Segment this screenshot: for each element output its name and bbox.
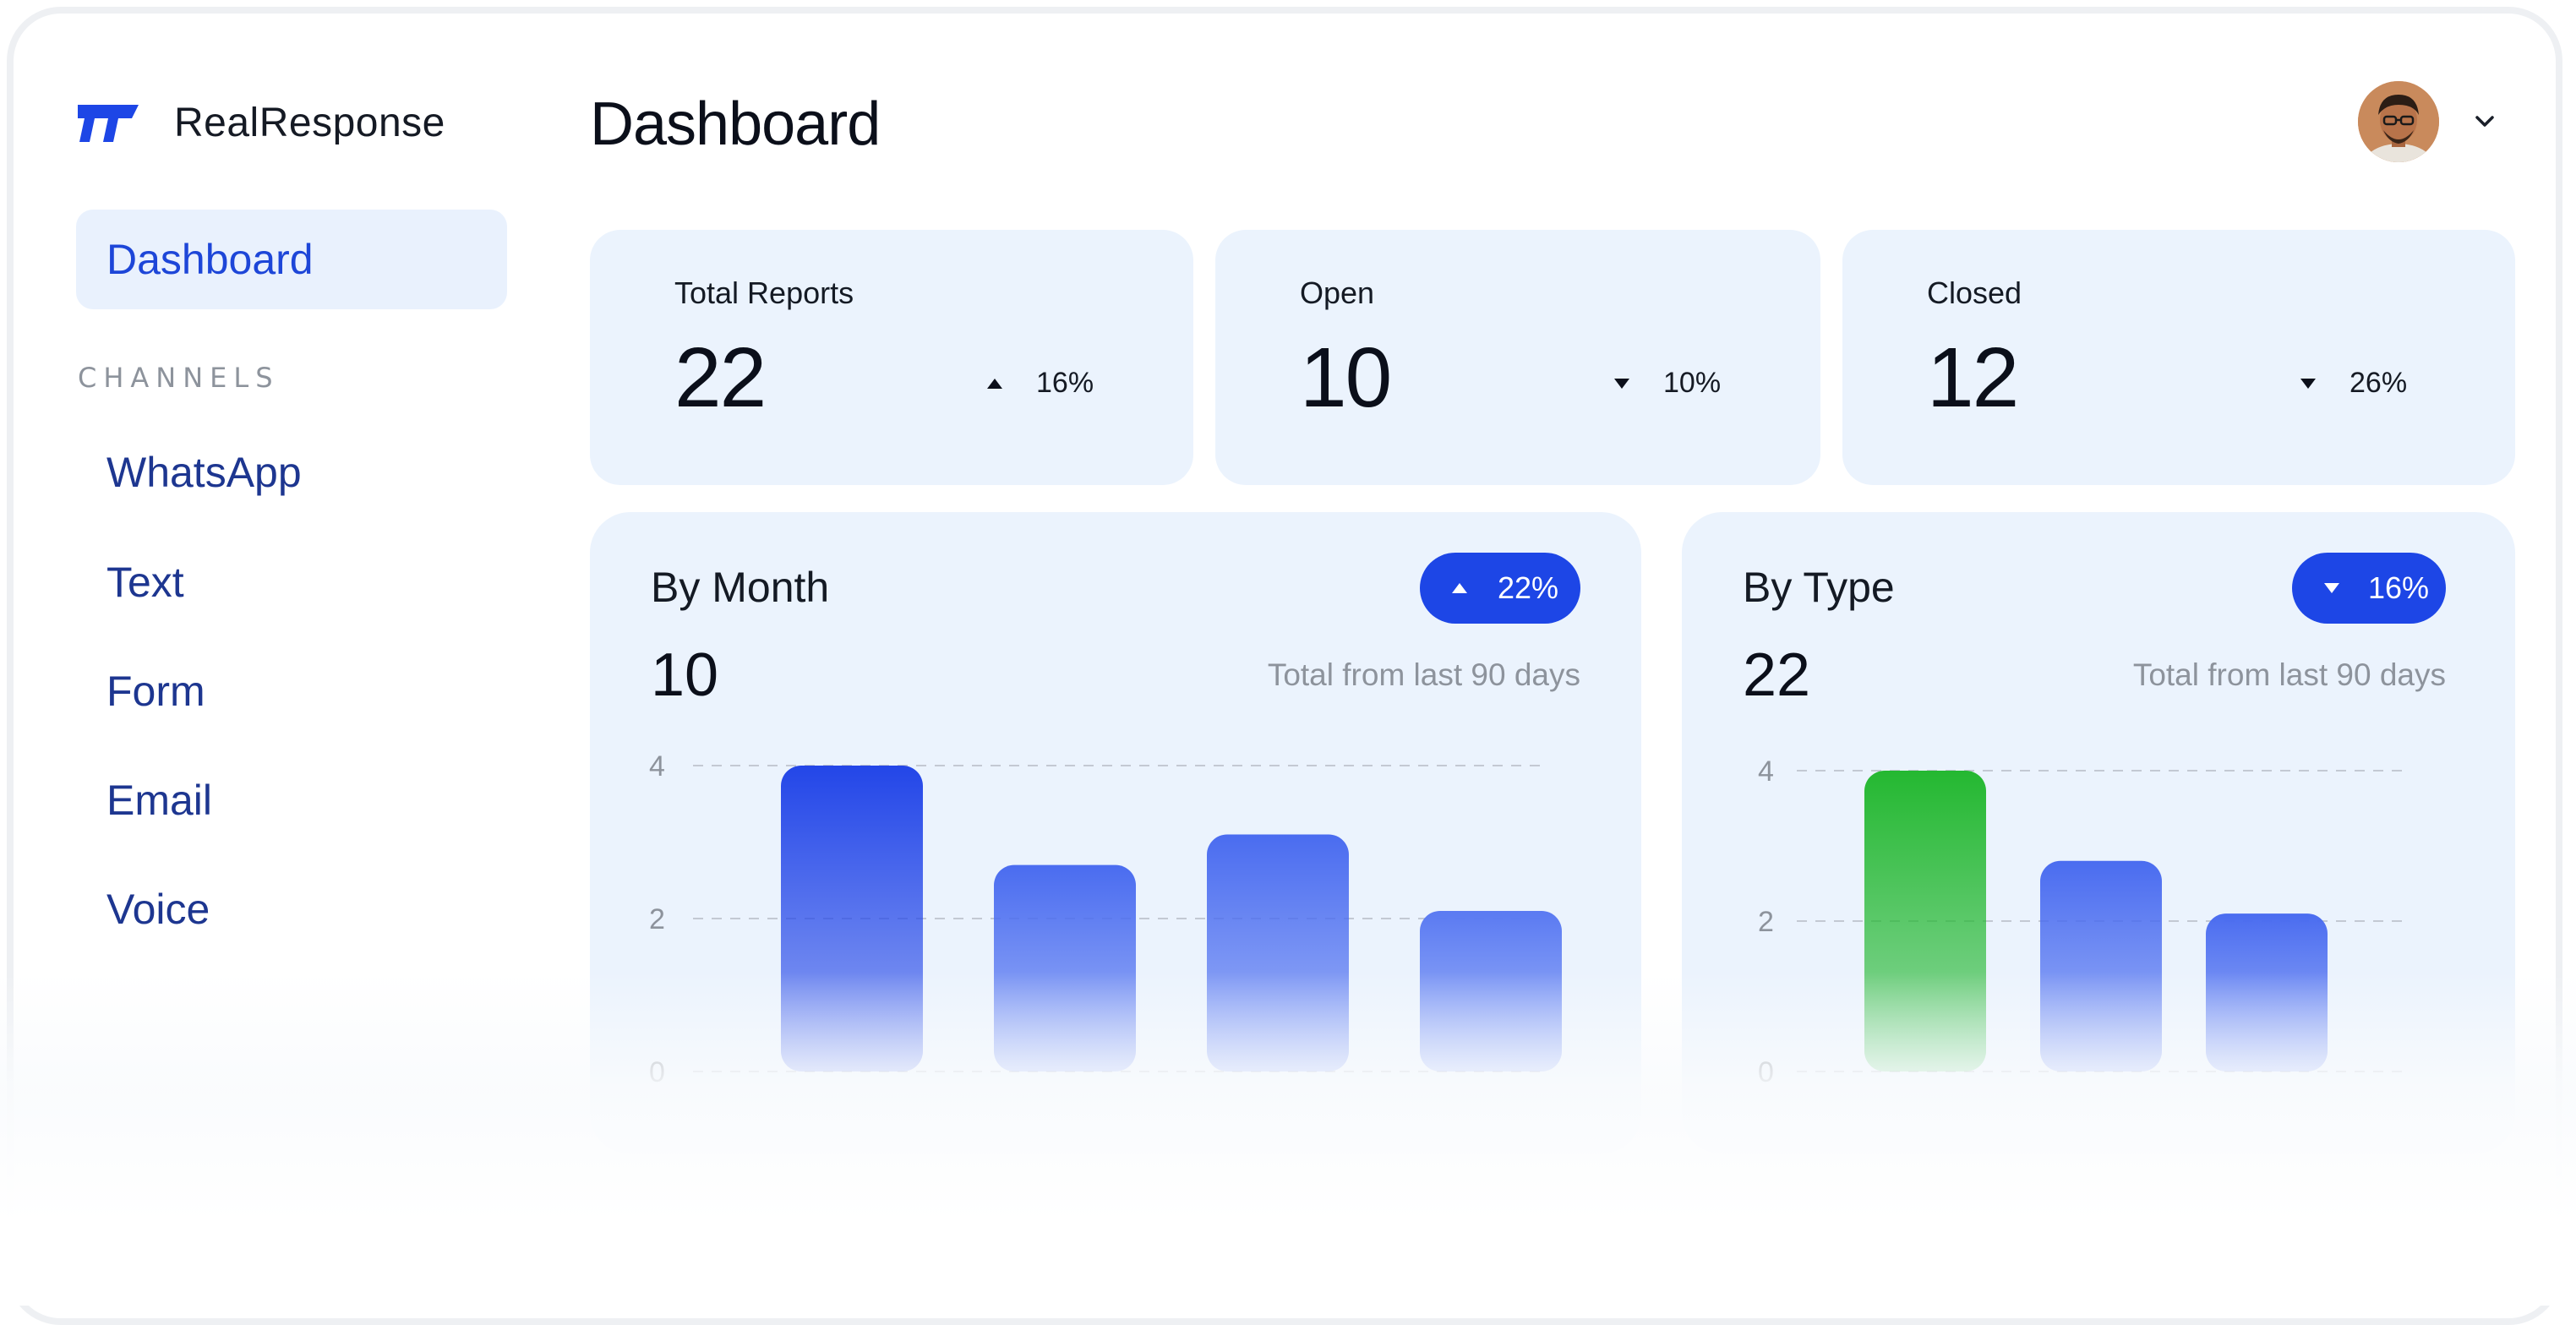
channels-heading: CHANNELS <box>78 362 280 394</box>
sidebar-item-text[interactable]: Text <box>106 559 184 606</box>
stat-trend: 10% <box>1614 367 1721 400</box>
stat-card-open: Open 10 10% <box>1215 230 1820 485</box>
stat-value: 12 <box>1927 330 2019 425</box>
chart-card-by-type: By Type 16% 22 Total from last 90 days 4… <box>1682 512 2515 1154</box>
chart-subtitle: Total from last 90 days <box>2132 657 2446 692</box>
y-tick-label: 2 <box>649 903 665 935</box>
trend-down-icon <box>2324 583 2339 593</box>
sidebar-item-whatsapp[interactable]: WhatsApp <box>106 449 302 496</box>
y-tick-label: 4 <box>1758 755 1774 788</box>
stat-change: 10% <box>1663 367 1722 399</box>
bar[interactable] <box>1864 771 1986 1071</box>
brand-name: RealResponse <box>174 101 445 145</box>
stat-label: Closed <box>1927 275 2022 310</box>
y-tick-label: 0 <box>649 1056 665 1088</box>
sidebar-item-label: Dashboard <box>106 236 314 283</box>
sidebar-item-form[interactable]: Form <box>106 668 205 715</box>
y-tick-label: 2 <box>1758 906 1774 938</box>
bar[interactable] <box>1420 910 1562 1071</box>
chart-total: 22 <box>1743 641 1811 709</box>
avatar-image <box>2358 81 2439 162</box>
chart-subtitle: Total from last 90 days <box>1267 657 1580 692</box>
trend-up-icon <box>987 378 1002 389</box>
stat-label: Open <box>1300 275 1375 310</box>
sidebar-item-dashboard[interactable]: Dashboard <box>76 210 507 309</box>
y-tick-label: 4 <box>649 750 665 782</box>
bar[interactable] <box>994 864 1136 1071</box>
bar[interactable] <box>781 766 923 1071</box>
change-pill[interactable]: 16% <box>2292 553 2446 624</box>
stat-label: Total Reports <box>674 275 854 310</box>
trend-down-icon <box>2300 378 2316 389</box>
realresponse-logo-icon <box>78 104 139 142</box>
chevron-down-icon[interactable] <box>2473 110 2497 134</box>
stat-card-total-reports: Total Reports 22 16% <box>590 230 1193 485</box>
sidebar-item-voice[interactable]: Voice <box>106 886 210 933</box>
stat-trend: 16% <box>987 367 1094 400</box>
stat-change: 16% <box>1036 367 1094 399</box>
bar[interactable] <box>2206 913 2328 1071</box>
bar[interactable] <box>2040 860 2162 1071</box>
trend-down-icon <box>1614 378 1629 389</box>
stat-value: 22 <box>674 330 767 425</box>
sidebar-item-email[interactable]: Email <box>106 777 213 824</box>
stat-change: 26% <box>2350 367 2408 399</box>
chart-title: By Type <box>1743 564 1895 611</box>
bar-chart-by-type: 4 2 0 <box>1758 755 2409 1088</box>
stat-card-closed: Closed 12 26% <box>1842 230 2515 485</box>
chart-title: By Month <box>651 564 830 611</box>
trend-up-icon <box>1452 583 1467 593</box>
chart-total: 10 <box>651 641 719 709</box>
chart-card-by-month: By Month 22% 10 Total from last 90 days … <box>590 512 1641 1154</box>
y-tick-label: 0 <box>1758 1056 1774 1088</box>
pill-change: 22% <box>1498 570 1559 605</box>
stat-value: 10 <box>1300 330 1392 425</box>
user-avatar[interactable] <box>2358 81 2439 162</box>
bar[interactable] <box>1207 834 1349 1071</box>
change-pill[interactable]: 22% <box>1420 553 1580 624</box>
pill-change: 16% <box>2368 570 2430 605</box>
bar-chart-by-month: 4 2 0 <box>649 750 1562 1088</box>
stat-trend: 26% <box>2300 367 2407 400</box>
brand[interactable]: RealResponse <box>76 100 445 146</box>
page-title: Dashboard <box>590 90 881 158</box>
